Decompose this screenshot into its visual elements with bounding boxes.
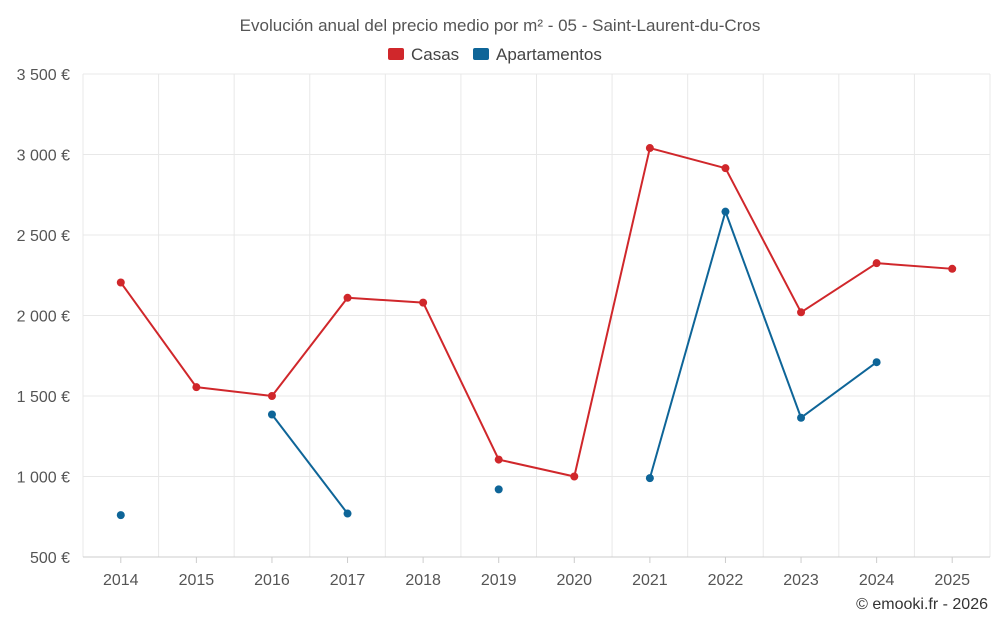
y-tick-label: 500 € <box>30 550 70 567</box>
x-tick-label: 2019 <box>481 572 517 589</box>
data-point-casas <box>267 392 276 400</box>
legend-swatch-apartamentos <box>473 48 489 60</box>
x-tick-label: 2025 <box>934 572 970 589</box>
data-point-casas <box>570 472 579 481</box>
chart-title: Evolución anual del precio medio por m² … <box>240 16 761 35</box>
y-tick-label: 2 500 € <box>17 228 70 245</box>
data-point-apartamentos <box>116 511 125 520</box>
x-tick-label: 2015 <box>179 572 215 589</box>
data-point-casas <box>192 383 201 392</box>
series <box>116 144 957 520</box>
x-tick-label: 2017 <box>330 572 366 589</box>
legend-label-casas: Casas <box>411 45 459 64</box>
series-casas <box>116 144 957 481</box>
data-point-apartamentos <box>343 509 352 518</box>
data-point-casas <box>645 144 654 153</box>
x-tick-label: 2023 <box>783 572 819 589</box>
data-point-apartamentos <box>494 485 503 494</box>
y-tick-label: 2 000 € <box>17 309 70 326</box>
data-point-casas <box>797 308 806 317</box>
data-point-apartamentos <box>872 358 881 367</box>
series-line-apartamentos <box>271 413 349 515</box>
legend-label-apartamentos: Apartamentos <box>496 45 602 64</box>
y-tick-label: 3 000 € <box>17 148 70 165</box>
data-point-casas <box>343 293 352 302</box>
x-tick-label: 2022 <box>708 572 744 589</box>
data-point-apartamentos <box>721 207 730 216</box>
data-point-casas <box>116 278 125 287</box>
legend-item-apartamentos[interactable]: Apartamentos <box>473 45 602 64</box>
series-line-casas <box>119 147 953 478</box>
data-point-apartamentos <box>267 410 276 419</box>
credit: © emooki.fr - 2026 <box>856 596 988 613</box>
x-tick-label: 2016 <box>254 572 290 589</box>
data-point-apartamentos <box>797 413 806 422</box>
legend[interactable]: Casas Apartamentos <box>388 45 602 64</box>
legend-item-casas[interactable]: Casas <box>388 45 459 64</box>
x-tick-label: 2018 <box>405 572 441 589</box>
x-tick-label: 2020 <box>556 572 592 589</box>
grid <box>82 73 991 558</box>
series-line-apartamentos <box>648 210 878 479</box>
data-point-casas <box>948 264 957 273</box>
y-tick-label: 1 500 € <box>17 389 70 406</box>
x-tick-label: 2021 <box>632 572 668 589</box>
data-point-casas <box>872 259 881 268</box>
data-point-apartamentos <box>645 474 654 483</box>
y-tick-label: 3 500 € <box>17 67 70 84</box>
axes: 500 € 1 000 € 1 500 € 2 000 € 2 500 € 3 000 €… <box>17 67 990 589</box>
data-point-casas <box>419 298 428 307</box>
data-point-casas <box>721 164 730 173</box>
y-tick-label: 1 000 € <box>17 470 70 487</box>
data-point-casas <box>494 455 503 464</box>
legend-swatch-casas <box>388 48 404 60</box>
x-tick-label: 2014 <box>103 572 139 589</box>
series-apartamentos <box>116 207 881 520</box>
x-tick-label: 2024 <box>859 572 895 589</box>
